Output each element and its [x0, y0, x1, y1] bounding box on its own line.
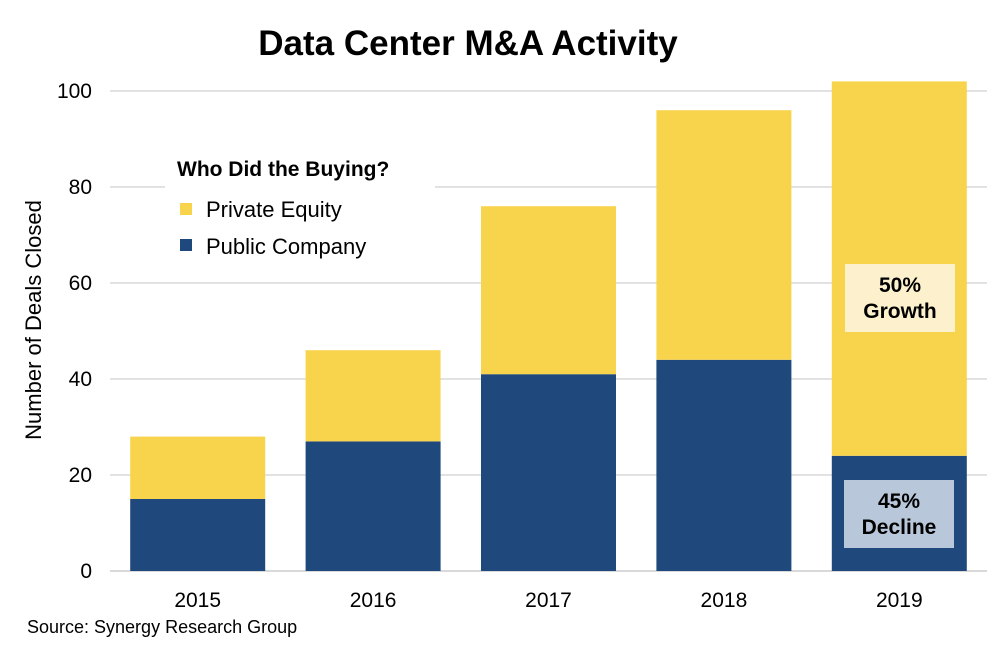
x-tick-2017: 2017: [525, 589, 572, 612]
annotation-growth: 50% Growth: [845, 264, 955, 332]
source-note: Source: Synergy Research Group: [27, 617, 297, 637]
y-tick-labels: 0 20 40 60 80 100: [57, 80, 92, 583]
legend-title: Who Did the Buying?: [177, 158, 389, 181]
legend-swatch-public-company: [180, 239, 192, 251]
bar-2015-private-equity: [130, 436, 266, 499]
bar-2018-public-company: [656, 359, 792, 571]
annotation-growth-box: [845, 264, 955, 332]
annotation-decline-line1: 45%: [878, 490, 920, 513]
y-tick-20: 20: [69, 464, 92, 487]
legend-label-public-company: Public Company: [206, 234, 366, 259]
bar-2016-public-company: [305, 441, 441, 571]
bar-2017-public-company: [481, 374, 616, 571]
x-tick-2019: 2019: [876, 589, 923, 612]
legend-swatch-private-equity: [180, 203, 192, 215]
annotation-growth-line2: Growth: [863, 300, 937, 323]
x-tick-2018: 2018: [701, 589, 748, 612]
legend-background: [165, 150, 435, 260]
annotation-decline-box: [844, 480, 954, 548]
y-tick-40: 40: [69, 368, 92, 391]
x-tick-labels: 2015 2016 2017 2018 2019: [174, 589, 922, 612]
legend: Who Did the Buying? Private Equity Publi…: [165, 150, 435, 260]
bar-2018-private-equity: [656, 110, 792, 360]
bar-2017-private-equity: [481, 206, 616, 375]
y-tick-0: 0: [80, 560, 92, 583]
y-axis-label: Number of Deals Closed: [21, 200, 46, 440]
chart-title: Data Center M&A Activity: [258, 24, 678, 63]
annotation-decline: 45% Decline: [844, 480, 954, 548]
annotation-decline-line2: Decline: [862, 516, 937, 539]
y-tick-100: 100: [57, 80, 92, 103]
legend-label-private-equity: Private Equity: [206, 197, 342, 222]
x-tick-2015: 2015: [174, 589, 221, 612]
y-tick-80: 80: [69, 176, 92, 199]
bar-2015-public-company: [130, 499, 266, 571]
annotation-growth-line1: 50%: [879, 274, 921, 297]
y-tick-60: 60: [69, 272, 92, 295]
x-tick-2016: 2016: [350, 589, 397, 612]
bar-2016-private-equity: [305, 350, 441, 442]
